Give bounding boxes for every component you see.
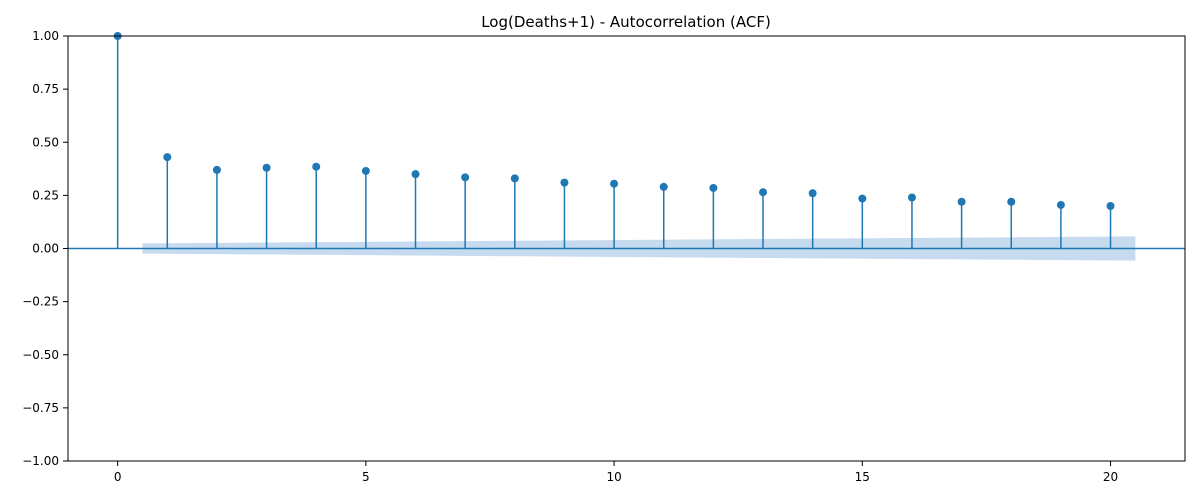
acf-marker-lag-16	[907, 193, 916, 202]
stem-layer	[68, 32, 1185, 250]
acf-marker-lag-20	[1106, 202, 1115, 210]
y-tick-label: 0.50	[32, 135, 59, 149]
acf-marker-lag-14	[808, 189, 817, 198]
x-tick-label: 5	[362, 470, 370, 484]
acf-marker-lag-19	[1056, 200, 1065, 209]
acf-marker-lag-5	[361, 166, 370, 175]
y-tick-label: −0.25	[22, 295, 59, 309]
acf-marker-lag-15	[858, 194, 867, 203]
y-tick-label: 1.00	[32, 29, 59, 43]
acf-marker-lag-4	[312, 162, 321, 171]
acf-marker-lag-17	[957, 197, 966, 206]
y-tick-label: 0.75	[32, 82, 59, 96]
acf-marker-lag-10	[610, 179, 619, 188]
y-tick-label: −0.75	[22, 401, 59, 415]
acf-marker-lag-6	[411, 170, 420, 179]
acf-marker-lag-3	[262, 163, 271, 172]
x-tick-label: 20	[1103, 470, 1118, 484]
acf-marker-lag-12	[709, 183, 718, 192]
y-tick-label: 0.00	[32, 242, 59, 256]
y-tick-label: −1.00	[22, 454, 59, 468]
x-tick-label: 0	[114, 470, 122, 484]
acf-marker-lag-8	[510, 174, 519, 183]
x-tick-label: 15	[855, 470, 870, 484]
y-tick-label: −0.50	[22, 348, 59, 362]
y-tick-label: 0.25	[32, 188, 59, 202]
axis-layer: −1.00 −0.75 −0.50 −0.25 0.00 0.25 0.50 0.75 1.00…	[22, 29, 1186, 484]
acf-marker-lag-18	[1007, 197, 1016, 206]
acf-marker-lag-13	[759, 188, 768, 197]
acf-marker-lag-1	[163, 153, 172, 162]
acf-marker-lag-11	[659, 182, 668, 191]
acf-marker-lag-9	[560, 178, 569, 187]
acf-marker-lag-7	[461, 173, 470, 182]
chart-title: Log(Deaths+1) - Autocorrelation (ACF)	[481, 13, 771, 31]
acf-marker-lag-2	[212, 165, 221, 174]
x-tick-label: 10	[606, 470, 621, 484]
